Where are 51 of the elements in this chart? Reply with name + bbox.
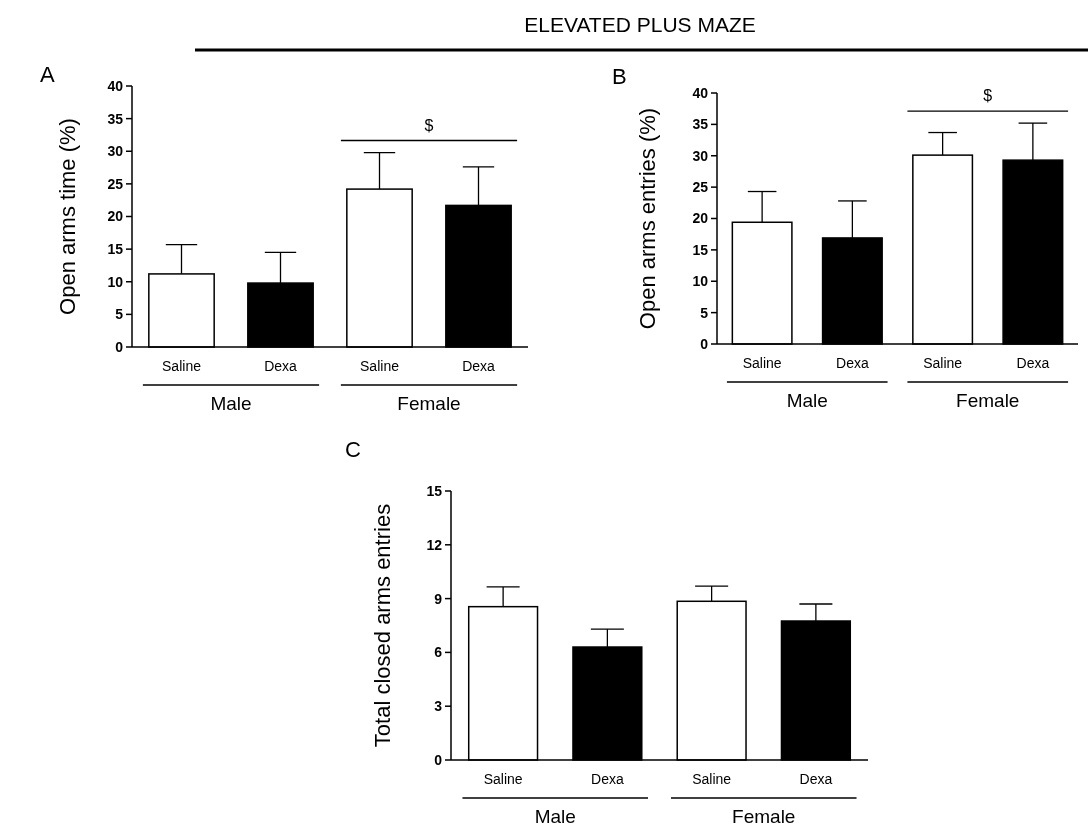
y-axis-title: Total closed arms entries	[370, 503, 395, 748]
x-tick-label: Saline	[360, 358, 400, 374]
y-tick-label: 10	[692, 273, 709, 290]
x-tick-label: Dexa	[591, 771, 624, 787]
x-tick-label: Saline	[483, 771, 523, 787]
y-tick-label: 25	[107, 175, 124, 192]
x-tick-label: Dexa	[799, 771, 833, 787]
text: Female	[956, 390, 1020, 411]
text: A	[40, 62, 55, 87]
y-tick-label: 35	[107, 110, 124, 127]
y-tick-label: 40	[107, 77, 124, 94]
y-tick-label: 15	[692, 241, 709, 258]
x-tick-label: Saline	[923, 355, 963, 371]
y-tick-label: 20	[692, 210, 709, 227]
x-tick-label: Saline	[742, 355, 782, 371]
y-tick-label: 0	[434, 751, 443, 768]
annotation: $	[424, 116, 434, 134]
x-tick-label: Dexa	[264, 358, 298, 374]
y-tick-label: 10	[107, 273, 124, 290]
y-tick-label: 0	[115, 338, 124, 355]
text: Male	[534, 806, 576, 827]
y-tick-label: 30	[692, 147, 709, 164]
text: ELEVATED PLUS MAZE	[524, 13, 756, 36]
y-tick-label: 15	[426, 482, 443, 499]
x-tick-label: Dexa	[836, 355, 869, 371]
annotation: $	[983, 87, 993, 105]
y-tick-label: 12	[426, 536, 443, 553]
text: Female	[732, 806, 796, 827]
x-tick-label: Dexa	[1016, 355, 1050, 371]
y-tick-label: 25	[692, 179, 709, 196]
y-tick-label: 0	[700, 335, 709, 352]
y-tick-label: 9	[434, 590, 443, 607]
text: B	[612, 64, 627, 89]
text: Male	[210, 393, 252, 414]
y-tick-label: 35	[692, 116, 709, 133]
y-tick-label: 6	[434, 644, 443, 661]
y-tick-label: 30	[107, 143, 124, 160]
text: C	[345, 437, 361, 462]
x-tick-label: Saline	[692, 771, 732, 787]
y-tick-label: 40	[692, 84, 709, 101]
y-tick-label: 15	[107, 241, 124, 258]
y-axis-title: Open arms entries (%)	[635, 107, 660, 330]
text: Female	[397, 393, 461, 414]
x-tick-label: Dexa	[462, 358, 496, 374]
x-tick-label: Saline	[162, 358, 202, 374]
y-tick-label: 20	[107, 208, 124, 225]
y-tick-label: 5	[700, 304, 709, 321]
text: Male	[786, 390, 828, 411]
y-axis-title: Open arms time (%)	[55, 118, 80, 315]
y-tick-label: 3	[434, 698, 443, 715]
y-tick-label: 5	[115, 306, 124, 323]
